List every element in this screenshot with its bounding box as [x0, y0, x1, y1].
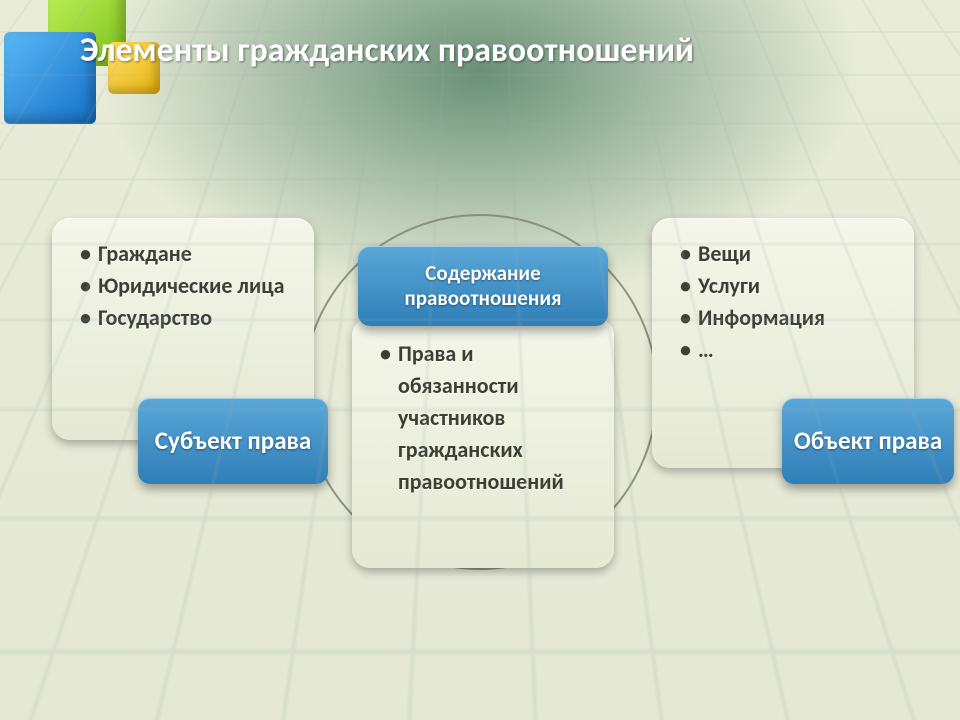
badge-content: Содержание правоотношения [358, 246, 608, 326]
badge-object: Объект права [782, 398, 954, 484]
badge-label: Субъект права [155, 427, 312, 456]
list-item: Услуги [676, 270, 890, 302]
diagram-stage: Граждане Юридические лица Государство Пр… [0, 180, 960, 620]
badge-subject: Субъект права [138, 398, 328, 484]
list-item: Права и обязанности участников гражданск… [376, 338, 590, 497]
list-item: Юридические лица [76, 270, 290, 302]
list-item: Государство [76, 302, 290, 334]
list-subject: Граждане Юридические лица Государство [76, 238, 290, 334]
slide-title: Элементы гражданских правоотношений [80, 30, 920, 71]
column-box-content: Права и обязанности участников гражданск… [352, 318, 614, 568]
list-item: … [676, 334, 890, 366]
list-content: Права и обязанности участников гражданск… [376, 338, 590, 497]
list-item: Информация [676, 302, 890, 334]
badge-label: Содержание правоотношения [368, 261, 598, 311]
list-object: Вещи Услуги Информация … [676, 238, 890, 366]
list-item: Вещи [676, 238, 890, 270]
badge-label: Объект права [794, 427, 942, 456]
list-item: Граждане [76, 238, 290, 270]
